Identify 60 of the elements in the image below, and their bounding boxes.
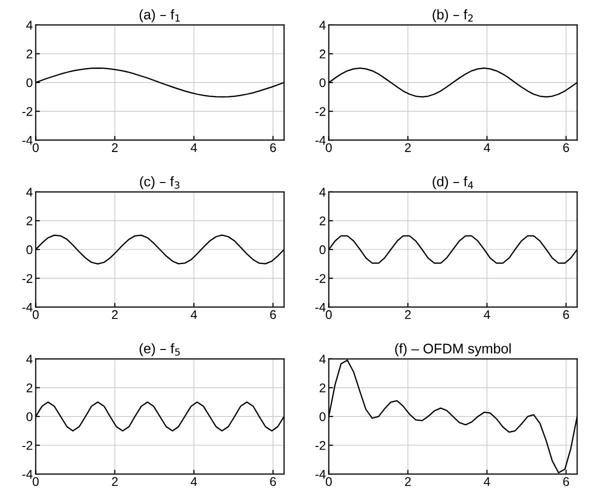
y-tick-label: 4: [26, 354, 33, 364]
x-tick-label: 2: [405, 310, 411, 319]
y-tick-label: 0: [320, 78, 326, 88]
y-tick-label: -2: [315, 274, 326, 283]
x-tick-label: 6: [270, 477, 276, 486]
y-tick-label: 0: [320, 412, 326, 422]
y-tick-label: 4: [319, 188, 326, 196]
y-tick-label: -4: [315, 303, 326, 312]
y-tick-label: 2: [26, 216, 32, 226]
y-tick-label: 2: [320, 216, 326, 226]
chart-title: (c) – f$_{3}$: [140, 176, 180, 190]
y-tick-label: -4: [315, 470, 326, 479]
x-tick-label: 0: [326, 477, 332, 486]
x-tick-label: 4: [190, 477, 198, 486]
x-tick-label: 0: [326, 143, 332, 152]
y-tick-label: 4: [26, 20, 33, 30]
y-tick-label: -2: [22, 441, 32, 450]
chart-title: (e) – f$_{5}$: [140, 343, 180, 356]
y-tick-label: -2: [22, 274, 32, 283]
x-tick-label: 2: [112, 310, 118, 319]
chart-title: (f) – OFDM symbol: [395, 343, 511, 356]
y-tick-label: -4: [22, 136, 33, 145]
x-tick-label: 2: [405, 143, 411, 152]
x-tick-label: 6: [270, 310, 276, 320]
y-tick-label: -4: [22, 470, 33, 479]
x-tick-label: 6: [563, 310, 570, 320]
y-tick-label: 0: [320, 245, 326, 254]
x-tick-label: 0: [32, 143, 39, 152]
y-tick-label: 2: [320, 50, 326, 58]
y-tick-label: 0: [26, 412, 32, 422]
x-tick-label: 2: [112, 477, 118, 486]
x-tick-label: 6: [563, 477, 570, 486]
x-tick-label: 4: [190, 143, 198, 152]
x-tick-label: 2: [112, 143, 118, 152]
y-tick-label: -4: [315, 136, 326, 145]
y-tick-label: 0: [26, 245, 32, 254]
x-tick-label: 4: [190, 310, 198, 319]
y-tick-label: -2: [315, 107, 326, 116]
chart-title: (d) – f$_{4}$: [432, 176, 474, 190]
x-tick-label: 4: [484, 143, 490, 152]
y-tick-label: 4: [319, 20, 326, 30]
y-tick-label: 4: [26, 188, 33, 196]
x-tick-label: 0: [326, 310, 332, 320]
y-tick-label: -2: [22, 107, 32, 116]
x-tick-label: 4: [484, 310, 490, 319]
x-tick-label: 6: [563, 143, 570, 152]
chart-title: (b) – f$_{2}$: [432, 9, 473, 22]
y-tick-label: 2: [26, 383, 32, 392]
y-tick-label: 2: [320, 383, 326, 392]
x-tick-label: 0: [32, 477, 39, 486]
y-tick-label: 2: [26, 50, 32, 58]
y-tick-label: -2: [315, 441, 326, 450]
x-tick-label: 6: [270, 143, 276, 152]
x-tick-label: 0: [32, 310, 39, 320]
x-tick-label: 2: [405, 477, 411, 486]
y-tick-label: -4: [22, 303, 33, 312]
x-tick-label: 4: [484, 477, 490, 486]
y-tick-label: 4: [319, 354, 326, 364]
y-tick-label: 0: [26, 78, 32, 88]
chart-title: (a) – f$_{1}$: [140, 9, 180, 22]
